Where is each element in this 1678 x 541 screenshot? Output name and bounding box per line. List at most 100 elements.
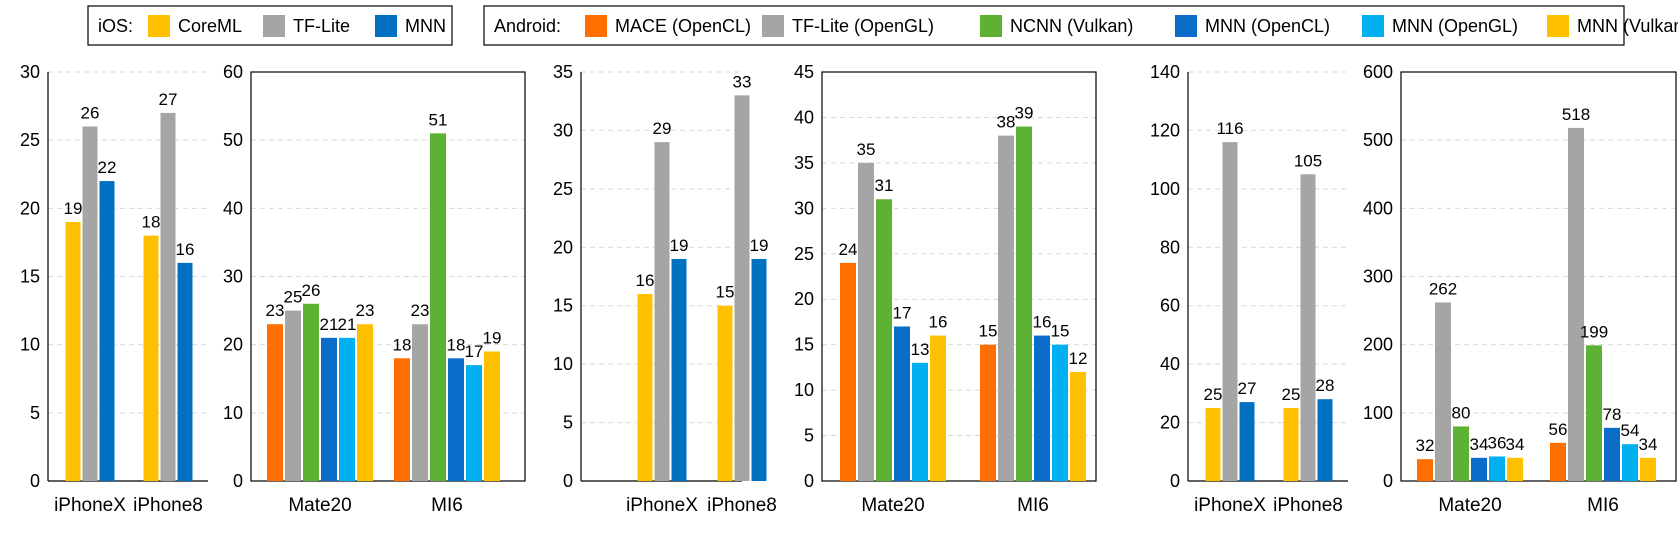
data-label: 34 (1506, 435, 1525, 454)
data-label: 34 (1639, 435, 1658, 454)
data-label: 105 (1294, 151, 1322, 170)
data-label: 21 (338, 315, 357, 334)
bar (717, 305, 733, 481)
y-tick-label: 600 (1363, 62, 1393, 82)
bar (1453, 426, 1469, 481)
y-tick-label: 10 (20, 335, 40, 355)
data-label: 16 (1033, 313, 1052, 332)
y-tick-label: 400 (1363, 198, 1393, 218)
legend-ios-label: iOS: (98, 16, 133, 36)
data-label: 18 (447, 335, 466, 354)
legend-label: TF-Lite (293, 16, 350, 36)
data-label: 262 (1429, 279, 1457, 298)
y-tick-label: 10 (553, 354, 573, 374)
y-tick-label: 5 (30, 403, 40, 423)
data-label: 116 (1216, 119, 1243, 138)
bar (1471, 457, 1487, 481)
bar (357, 324, 373, 481)
bar (1550, 442, 1566, 481)
data-label: 25 (1282, 385, 1301, 404)
bar (1300, 174, 1316, 481)
data-label: 16 (176, 240, 195, 259)
data-label: 15 (1051, 322, 1070, 341)
chart-panel-1: 0 5 10 15 20 25 30 iPhoneX iPhone8 19 18 26 27 22 16 (20, 62, 208, 516)
y-tick-label: 0 (804, 471, 814, 491)
bar (394, 358, 410, 481)
y-tick-label: 25 (794, 244, 814, 264)
bar (876, 199, 892, 481)
bar (177, 262, 193, 481)
bar (894, 326, 910, 481)
y-tick-label: 60 (223, 62, 243, 82)
legend-label: MNN (OpenGL) (1392, 16, 1518, 36)
bar (321, 337, 337, 481)
data-label: 23 (266, 301, 285, 320)
bar (1070, 371, 1086, 481)
y-tick-label: 40 (1160, 354, 1180, 374)
bar (1283, 407, 1299, 481)
bar (1239, 402, 1255, 481)
bar (1622, 444, 1638, 481)
data-label: 56 (1549, 420, 1568, 439)
y-tick-label: 20 (223, 335, 243, 355)
data-label: 12 (1069, 349, 1088, 368)
data-label: 34 (1470, 435, 1489, 454)
data-label: 199 (1580, 322, 1608, 341)
bar (99, 181, 115, 482)
data-label: 518 (1562, 105, 1590, 124)
data-label: 78 (1603, 405, 1622, 424)
y-tick-label: 80 (1160, 237, 1180, 257)
bar (1417, 459, 1433, 481)
data-label: 23 (411, 301, 430, 320)
bar (1052, 344, 1068, 481)
bar (751, 258, 767, 481)
data-label: 19 (750, 236, 769, 255)
y-tick-label: 15 (20, 267, 40, 287)
y-tick-label: 0 (30, 471, 40, 491)
data-label: 27 (1238, 379, 1257, 398)
bar (1586, 345, 1602, 481)
data-label: 27 (159, 90, 178, 109)
y-tick-label: 10 (223, 403, 243, 423)
x-tick-label: iPhoneX (626, 495, 698, 516)
x-tick-label: iPhone8 (133, 495, 203, 516)
x-tick-label: MI6 (1587, 495, 1619, 516)
data-label: 26 (81, 104, 100, 123)
data-label: 38 (997, 113, 1016, 132)
data-label: 24 (839, 240, 858, 259)
data-label: 15 (979, 322, 998, 341)
bar (912, 362, 928, 481)
legend-android-label: Android: (494, 16, 561, 36)
bar (303, 303, 319, 481)
bar (840, 262, 856, 481)
y-tick-label: 100 (1363, 403, 1393, 423)
bar (858, 162, 874, 481)
y-tick-label: 10 (794, 380, 814, 400)
y-tick-label: 20 (1160, 413, 1180, 433)
bar (1604, 427, 1620, 481)
y-tick-label: 45 (794, 62, 814, 82)
x-tick-label: iPhone8 (1273, 495, 1343, 516)
bar (654, 142, 670, 481)
y-tick-label: 20 (553, 237, 573, 257)
data-label: 16 (929, 313, 948, 332)
data-label: 18 (142, 213, 161, 232)
x-tick-label: Mate20 (861, 495, 924, 516)
y-tick-label: 100 (1150, 179, 1180, 199)
y-tick-label: 20 (20, 198, 40, 218)
data-label: 18 (393, 335, 412, 354)
legend-label: MNN (Vulkan) (1577, 16, 1678, 36)
bar (1016, 126, 1032, 482)
bar (1568, 127, 1584, 481)
bar (143, 235, 159, 481)
data-label: 51 (429, 110, 448, 129)
data-label: 36 (1488, 433, 1507, 452)
bar (448, 358, 464, 481)
y-tick-label: 20 (794, 289, 814, 309)
y-tick-label: 25 (553, 179, 573, 199)
y-tick-label: 40 (223, 198, 243, 218)
bar (1034, 335, 1050, 481)
